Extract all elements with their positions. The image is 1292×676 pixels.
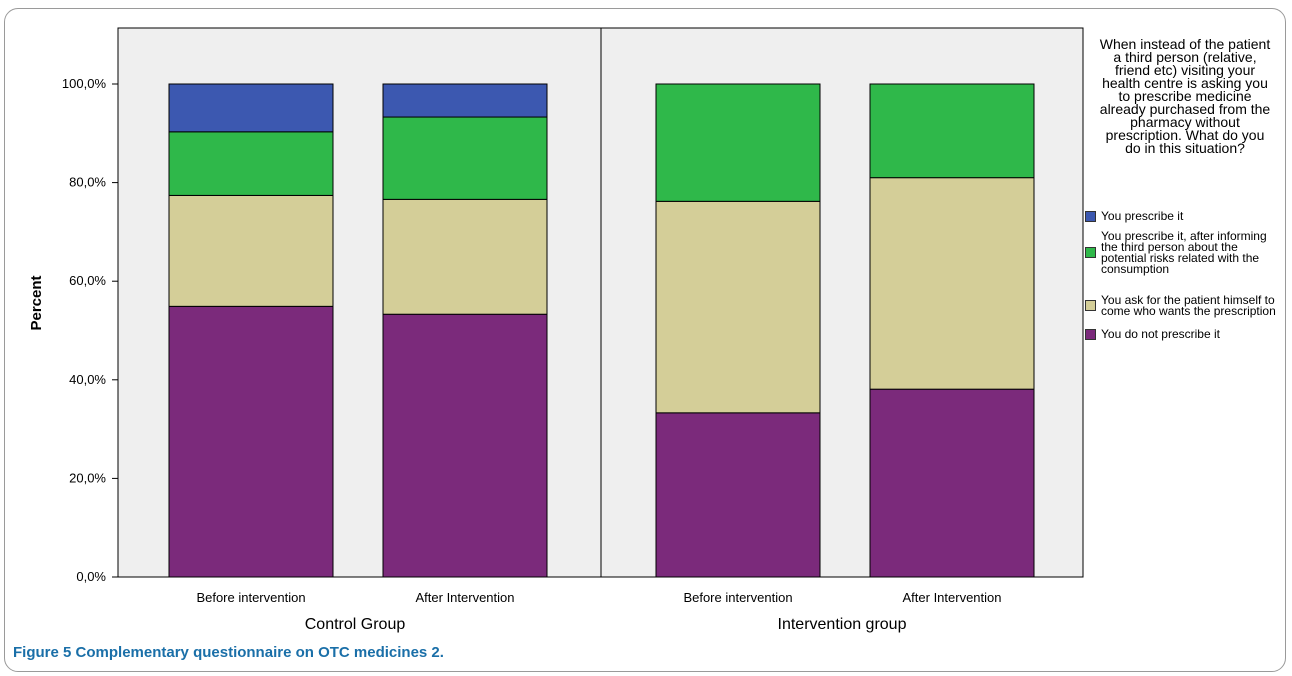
legend-title: When instead of the patient a third pers…: [1099, 36, 1271, 156]
group-label-intervention-group: Intervention group: [778, 616, 907, 633]
bar-segment-intervention-group-after-intervention-you-ask-for-the-patient-himsel: [869, 177, 1035, 390]
y-tick-label-0: 0,0%: [76, 569, 106, 584]
legend-item-do-not-prescribe: You do not prescribe it: [1085, 327, 1285, 343]
bar-segment-control-group-before-intervention-you-do-not-prescribe-it: [168, 305, 334, 578]
bar-segment-control-group-before-intervention-you-prescribe-it-after-informi: [168, 131, 334, 196]
bar-segment-control-group-after-intervention-you-prescribe-it: [382, 83, 548, 118]
legend-label-prescribe-after-informing: You prescribe it, after informing the th…: [1101, 228, 1267, 276]
caption-label: Figure 5: [13, 644, 72, 661]
category-label-control-group-after-intervention: After Intervention: [416, 590, 515, 605]
legend-item-prescribe-after-informing: You prescribe it, after informing the th…: [1085, 223, 1285, 282]
category-label-intervention-group-after-intervention: After Intervention: [903, 590, 1002, 605]
legend-item-prescribe: You prescribe it: [1085, 209, 1285, 223]
bar-segment-intervention-group-after-intervention-you-do-not-prescribe-it: [869, 388, 1035, 578]
legend-swatch-ask-patient: [1085, 300, 1096, 311]
legend-label-do-not-prescribe: You do not prescribe it: [1101, 327, 1220, 341]
legend-swatch-prescribe: [1085, 211, 1096, 222]
group-label-control-group: Control Group: [305, 616, 406, 633]
bar-segment-control-group-before-intervention-you-ask-for-the-patient-himsel: [168, 194, 334, 307]
bar-segment-control-group-after-intervention-you-prescribe-it-after-informi: [382, 116, 548, 200]
legend: You prescribe it You prescribe it, after…: [1085, 209, 1285, 343]
y-tick-label-100: 100,0%: [62, 76, 107, 91]
y-axis-title: Percent: [28, 275, 45, 330]
bar-segment-intervention-group-before-intervention-you-do-not-prescribe-it: [655, 412, 821, 578]
y-tick-label-60: 60,0%: [69, 273, 106, 288]
bar-segment-control-group-after-intervention-you-ask-for-the-patient-himsel: [382, 198, 548, 315]
caption-text: Complementary questionnaire on OTC medic…: [75, 644, 444, 661]
figure-caption: Figure 5 Complementary questionnaire on …: [13, 644, 444, 661]
legend-label-ask-patient: You ask for the patient himself to come …: [1101, 292, 1276, 318]
legend-swatch-prescribe-after-informing: [1085, 247, 1096, 258]
legend-item-ask-patient: You ask for the patient himself to come …: [1085, 282, 1285, 329]
category-label-intervention-group-before-intervention: Before intervention: [683, 590, 792, 605]
bar-segment-intervention-group-before-intervention-you-ask-for-the-patient-himsel: [655, 200, 821, 414]
bar-segment-control-group-before-intervention-you-prescribe-it: [168, 83, 334, 133]
bar-segment-intervention-group-after-intervention-you-prescribe-it-after-informi: [869, 83, 1035, 179]
category-label-control-group-before-intervention: Before intervention: [196, 590, 305, 605]
y-tick-label-80: 80,0%: [69, 175, 106, 190]
y-tick-label-20: 20,0%: [69, 470, 106, 485]
y-tick-label-40: 40,0%: [69, 372, 106, 387]
legend-swatch-do-not-prescribe: [1085, 329, 1096, 340]
legend-label-prescribe: You prescribe it: [1101, 209, 1184, 223]
bar-segment-intervention-group-before-intervention-you-prescribe-it-after-informi: [655, 83, 821, 202]
bar-segment-control-group-after-intervention-you-do-not-prescribe-it: [382, 313, 548, 578]
figure-frame: [4, 8, 1286, 672]
